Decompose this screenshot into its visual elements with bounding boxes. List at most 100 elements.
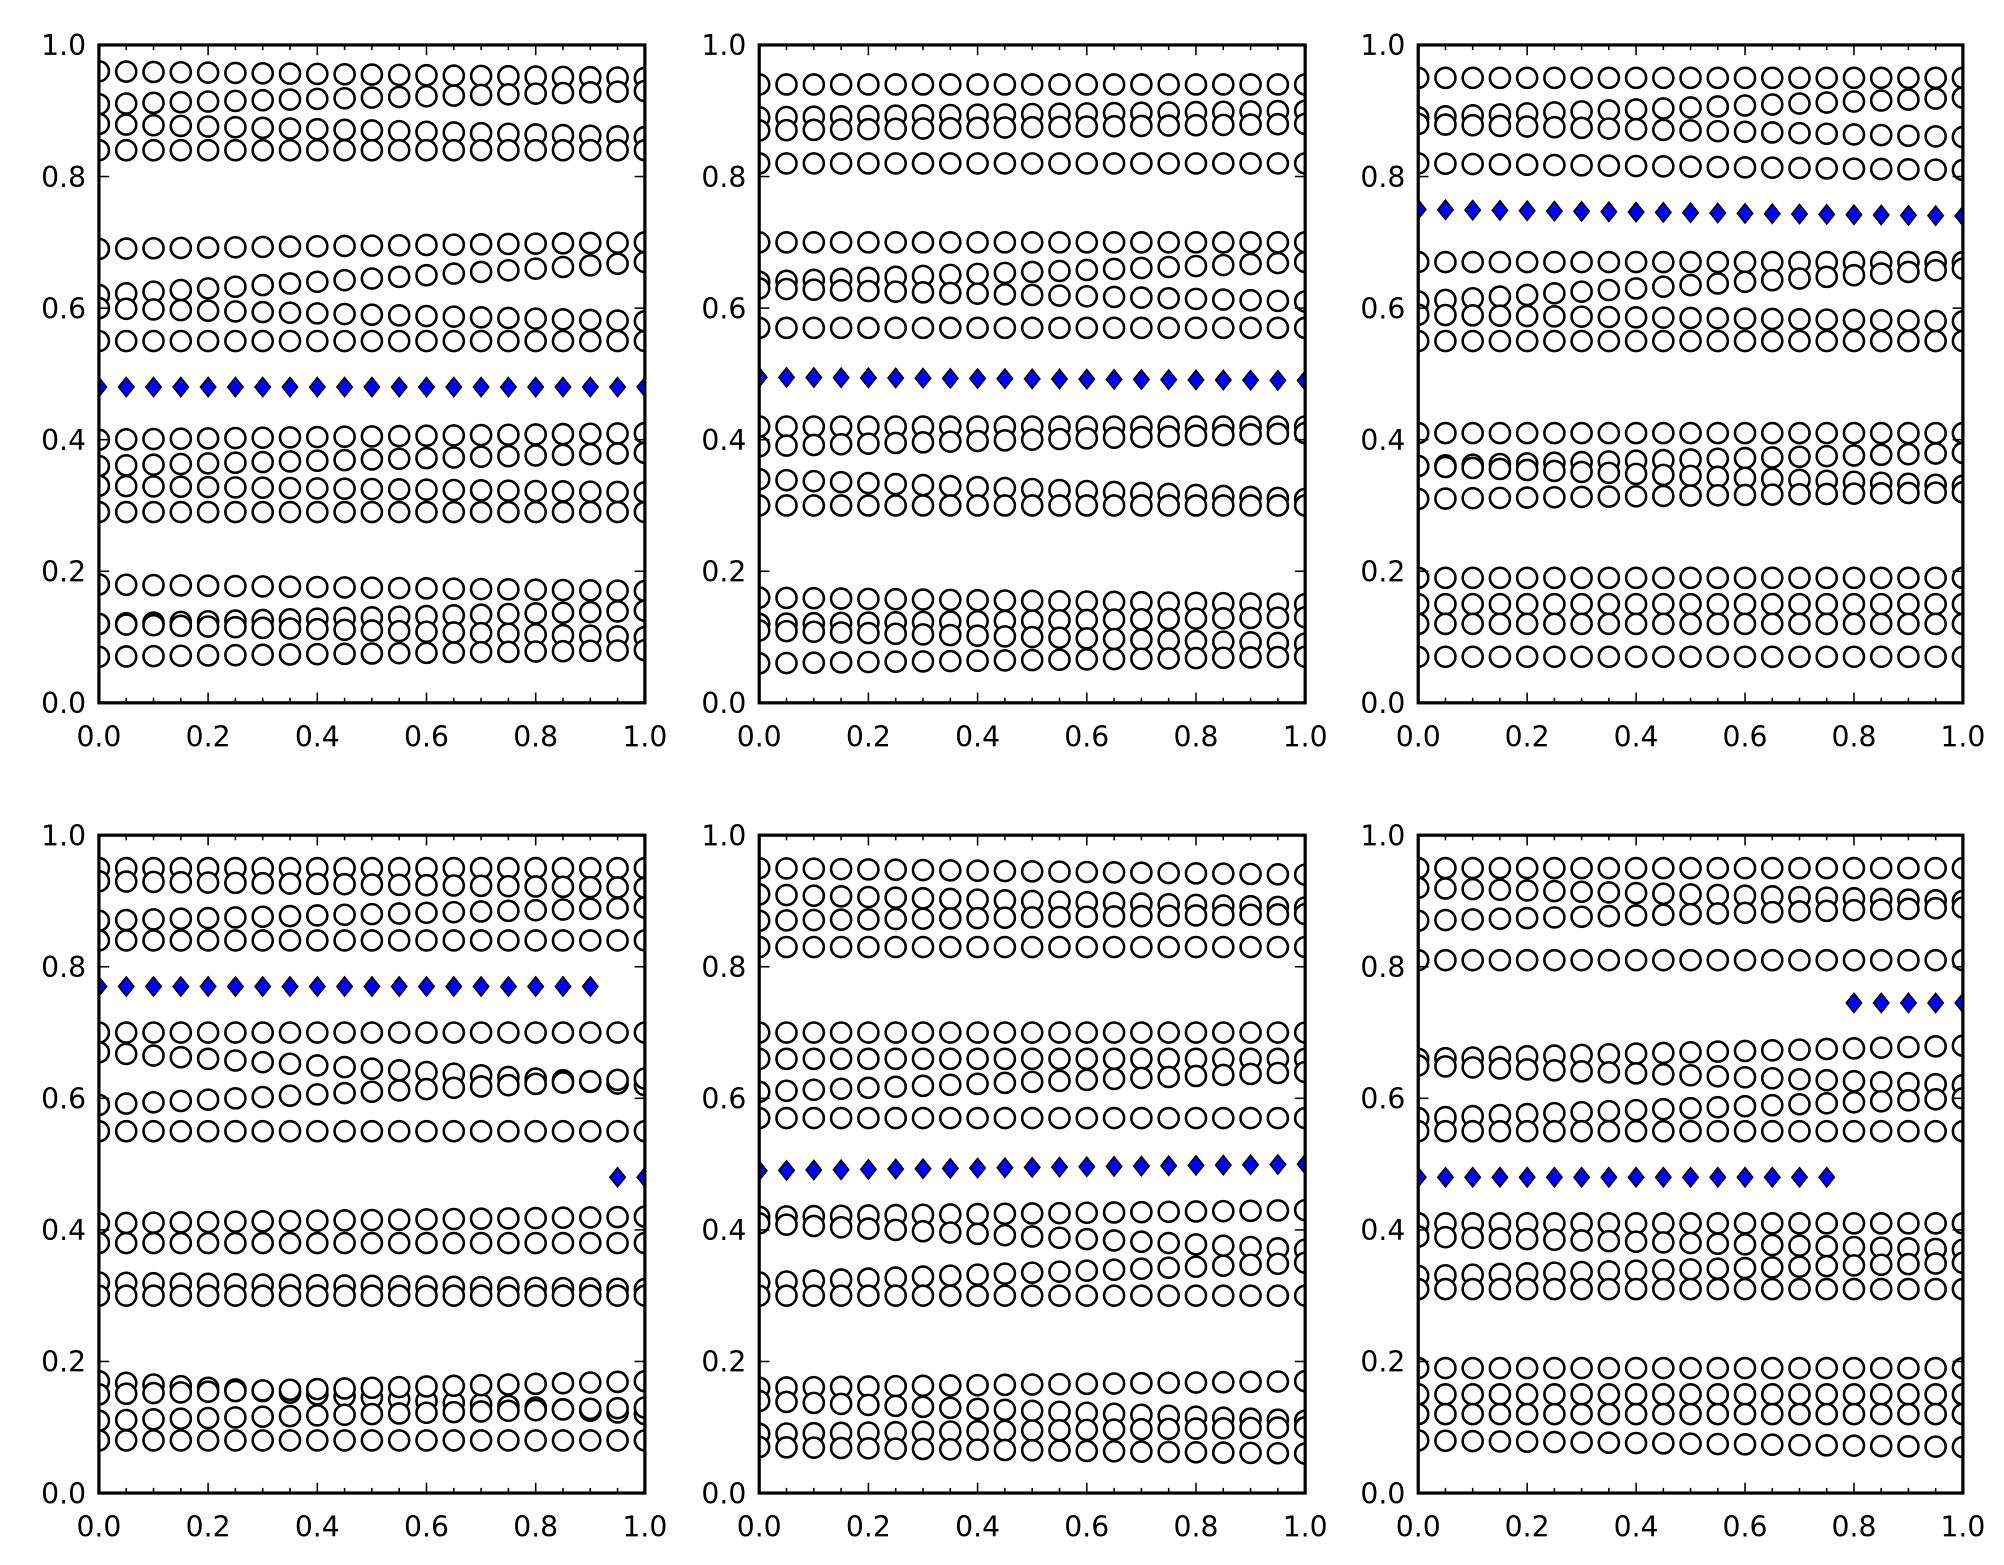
circle-point <box>1157 1417 1180 1441</box>
diamond-point <box>1078 1155 1096 1178</box>
circle-point <box>1102 494 1126 517</box>
circle-point <box>1706 465 1730 489</box>
circle-point <box>114 1042 138 1066</box>
circle-point <box>1652 1383 1675 1406</box>
circle-point <box>1461 152 1484 176</box>
circle-point <box>1239 73 1262 96</box>
circle-point <box>333 1081 356 1105</box>
circle-point <box>497 1073 520 1097</box>
circle-point <box>1897 856 1920 880</box>
circle-point <box>1434 1055 1457 1078</box>
circle-point <box>278 1378 302 1402</box>
circle-point <box>387 1208 411 1232</box>
circle-point <box>993 625 1017 648</box>
circle-point <box>829 885 853 908</box>
subplot-3: 0.0 0.2 0.4 0.6 0.8 1.00.00.20.40.60.81.0 <box>1360 29 1985 753</box>
circle-point <box>1624 1119 1648 1143</box>
circle-point <box>360 642 384 665</box>
circle-point <box>387 902 411 925</box>
circle-point <box>224 871 247 895</box>
circle-point <box>1102 1372 1126 1395</box>
circle-point <box>1048 1439 1071 1462</box>
circle-point <box>1842 482 1866 505</box>
circle-point <box>1184 1233 1208 1256</box>
circle-point <box>1679 250 1702 274</box>
diamond-point <box>1736 1166 1754 1189</box>
circle-point <box>1788 1433 1811 1457</box>
circle-point <box>578 856 602 880</box>
circle-point <box>1897 421 1920 445</box>
circle-point <box>857 858 880 881</box>
circle-point <box>1130 286 1153 309</box>
circle-point <box>1679 948 1702 972</box>
circle-point <box>360 303 384 327</box>
circle-point <box>775 1079 798 1103</box>
y-tick-label: 0.2 <box>1360 556 1405 589</box>
circle-point <box>1624 1277 1648 1301</box>
circle-point <box>1597 904 1621 928</box>
circle-point <box>142 1021 165 1044</box>
circle-point <box>884 858 908 882</box>
circle-point <box>1842 645 1866 669</box>
circle-point <box>911 588 935 611</box>
circle-point <box>469 500 493 524</box>
circle-point <box>524 856 547 880</box>
circle-point <box>1184 1200 1208 1223</box>
circle-point <box>775 277 798 301</box>
circle-point <box>551 898 575 921</box>
circle-point <box>142 60 165 84</box>
diamond-point <box>172 376 190 398</box>
circle-point <box>1815 592 1839 616</box>
circle-point <box>1211 253 1235 277</box>
circle-point <box>1543 856 1566 880</box>
circle-point <box>911 316 935 340</box>
diamond-point <box>1296 369 1306 392</box>
circle-point <box>1184 1064 1208 1088</box>
circle-point <box>1897 566 1920 590</box>
circle-point <box>1679 612 1702 636</box>
circle-point <box>1706 645 1730 669</box>
circle-point <box>98 1409 111 1432</box>
circle-point <box>775 434 798 457</box>
circle-point <box>1624 1356 1648 1380</box>
diamond-point <box>777 1159 796 1182</box>
circle-point <box>98 1284 111 1307</box>
circle-point <box>1434 1225 1457 1249</box>
circle-point <box>633 329 645 353</box>
circle-point <box>829 1284 853 1307</box>
circle-point <box>1624 566 1648 590</box>
diamond-point <box>968 1157 987 1179</box>
diamond-point <box>199 376 217 398</box>
circle-point <box>966 116 989 140</box>
circle-point <box>442 138 466 162</box>
circle-point <box>1815 265 1839 289</box>
circle-point <box>1102 608 1126 631</box>
circle-point <box>1788 307 1811 331</box>
circle-point <box>1048 1400 1071 1424</box>
circle-point <box>251 1231 275 1255</box>
circle-point <box>305 270 329 294</box>
circle-point <box>224 1231 247 1255</box>
circle-point <box>251 1405 275 1429</box>
circle-point <box>1924 1252 1947 1275</box>
x-tick-label: 0.6 <box>1064 1511 1109 1544</box>
circle-point <box>633 441 645 465</box>
circle-point <box>387 304 411 327</box>
circle-point <box>1293 1198 1306 1222</box>
circle-point <box>387 265 411 289</box>
circle-point <box>1184 935 1208 959</box>
circle-point <box>1461 1402 1484 1426</box>
circle-point <box>1733 1212 1757 1235</box>
circle-point <box>1075 860 1099 884</box>
circle-point <box>333 329 356 353</box>
circle-point <box>469 621 493 645</box>
circle-point <box>469 329 493 353</box>
diamond-point <box>941 367 959 390</box>
circle-point <box>1543 1383 1566 1406</box>
circle-point <box>1488 612 1512 636</box>
circle-point <box>1597 1229 1621 1253</box>
circle-point <box>993 906 1017 930</box>
diamond-point <box>1872 204 1890 226</box>
circle-point <box>606 1068 629 1092</box>
circle-point <box>1897 645 1920 669</box>
